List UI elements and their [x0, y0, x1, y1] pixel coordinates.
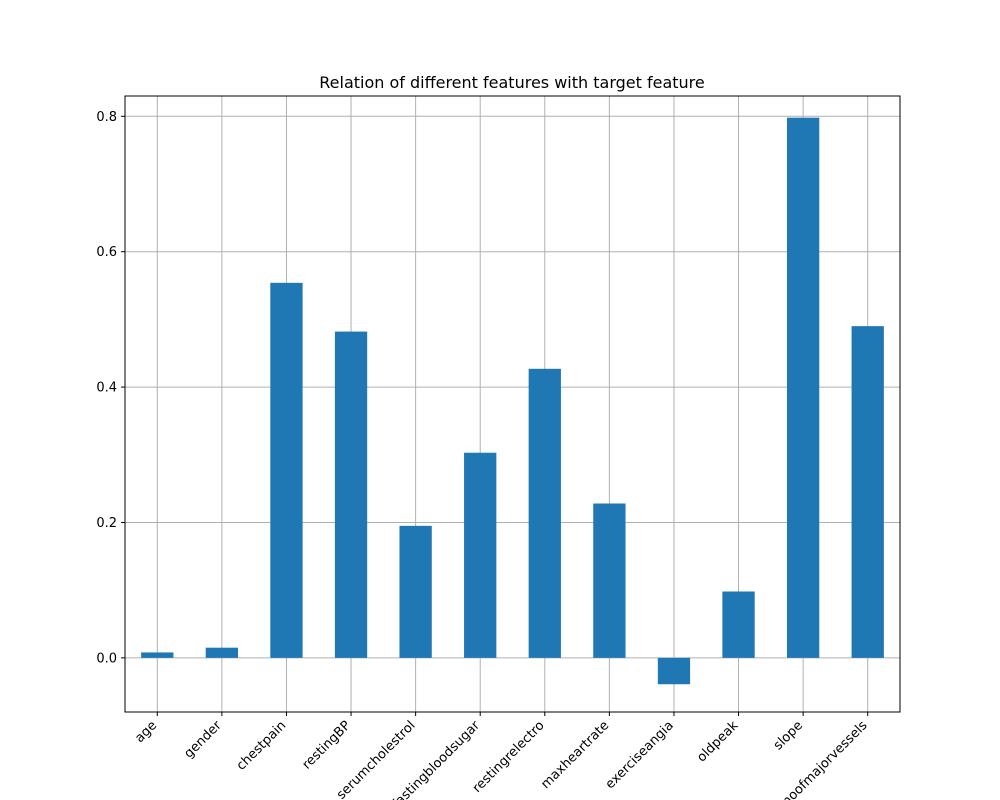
y-tick-label: 0.0 — [96, 651, 117, 666]
x-tick-label: chestpain — [234, 718, 289, 773]
y-tick-label: 0.6 — [96, 245, 117, 260]
x-tick-label: gender — [182, 718, 226, 762]
bar-serumcholestrol — [399, 525, 432, 658]
bar-noofmajorvessels — [851, 326, 884, 658]
y-tick-label: 0.2 — [96, 516, 117, 531]
y-tick-label: 0.8 — [96, 110, 117, 125]
grid-layer — [125, 96, 900, 712]
bar-exerciseangia — [657, 657, 691, 685]
bar-age — [141, 652, 174, 658]
x-tick-label: oldpeak — [694, 718, 741, 765]
bar-oldpeak — [722, 591, 755, 658]
bars-layer — [141, 117, 884, 685]
x-tick-label: maxheartrate — [538, 718, 612, 792]
bar-restingBP — [334, 331, 368, 658]
y-tick-label: 0.4 — [96, 381, 117, 396]
x-tick-label: restingBP — [300, 718, 354, 772]
bar-fastingbloodsugar — [464, 452, 497, 658]
bar-restingrelectro — [528, 368, 561, 658]
bar-gender — [205, 647, 239, 658]
chart-title: Relation of different features with targ… — [319, 73, 705, 92]
x-axis: age gender chestpain restingBPserumcholestr… — [132, 712, 871, 800]
bar-chestpain — [270, 282, 303, 658]
y-axis: 0.0 0.2 0.4 0.6 0.8 — [96, 110, 125, 666]
bar-maxheartrate — [593, 503, 626, 658]
x-tick-label: exerciseangia — [603, 718, 677, 792]
x-tick-label: age — [132, 718, 160, 746]
plot-frame — [124, 95, 901, 713]
x-tick-label: slope — [771, 718, 806, 753]
bar-slope — [786, 117, 820, 658]
